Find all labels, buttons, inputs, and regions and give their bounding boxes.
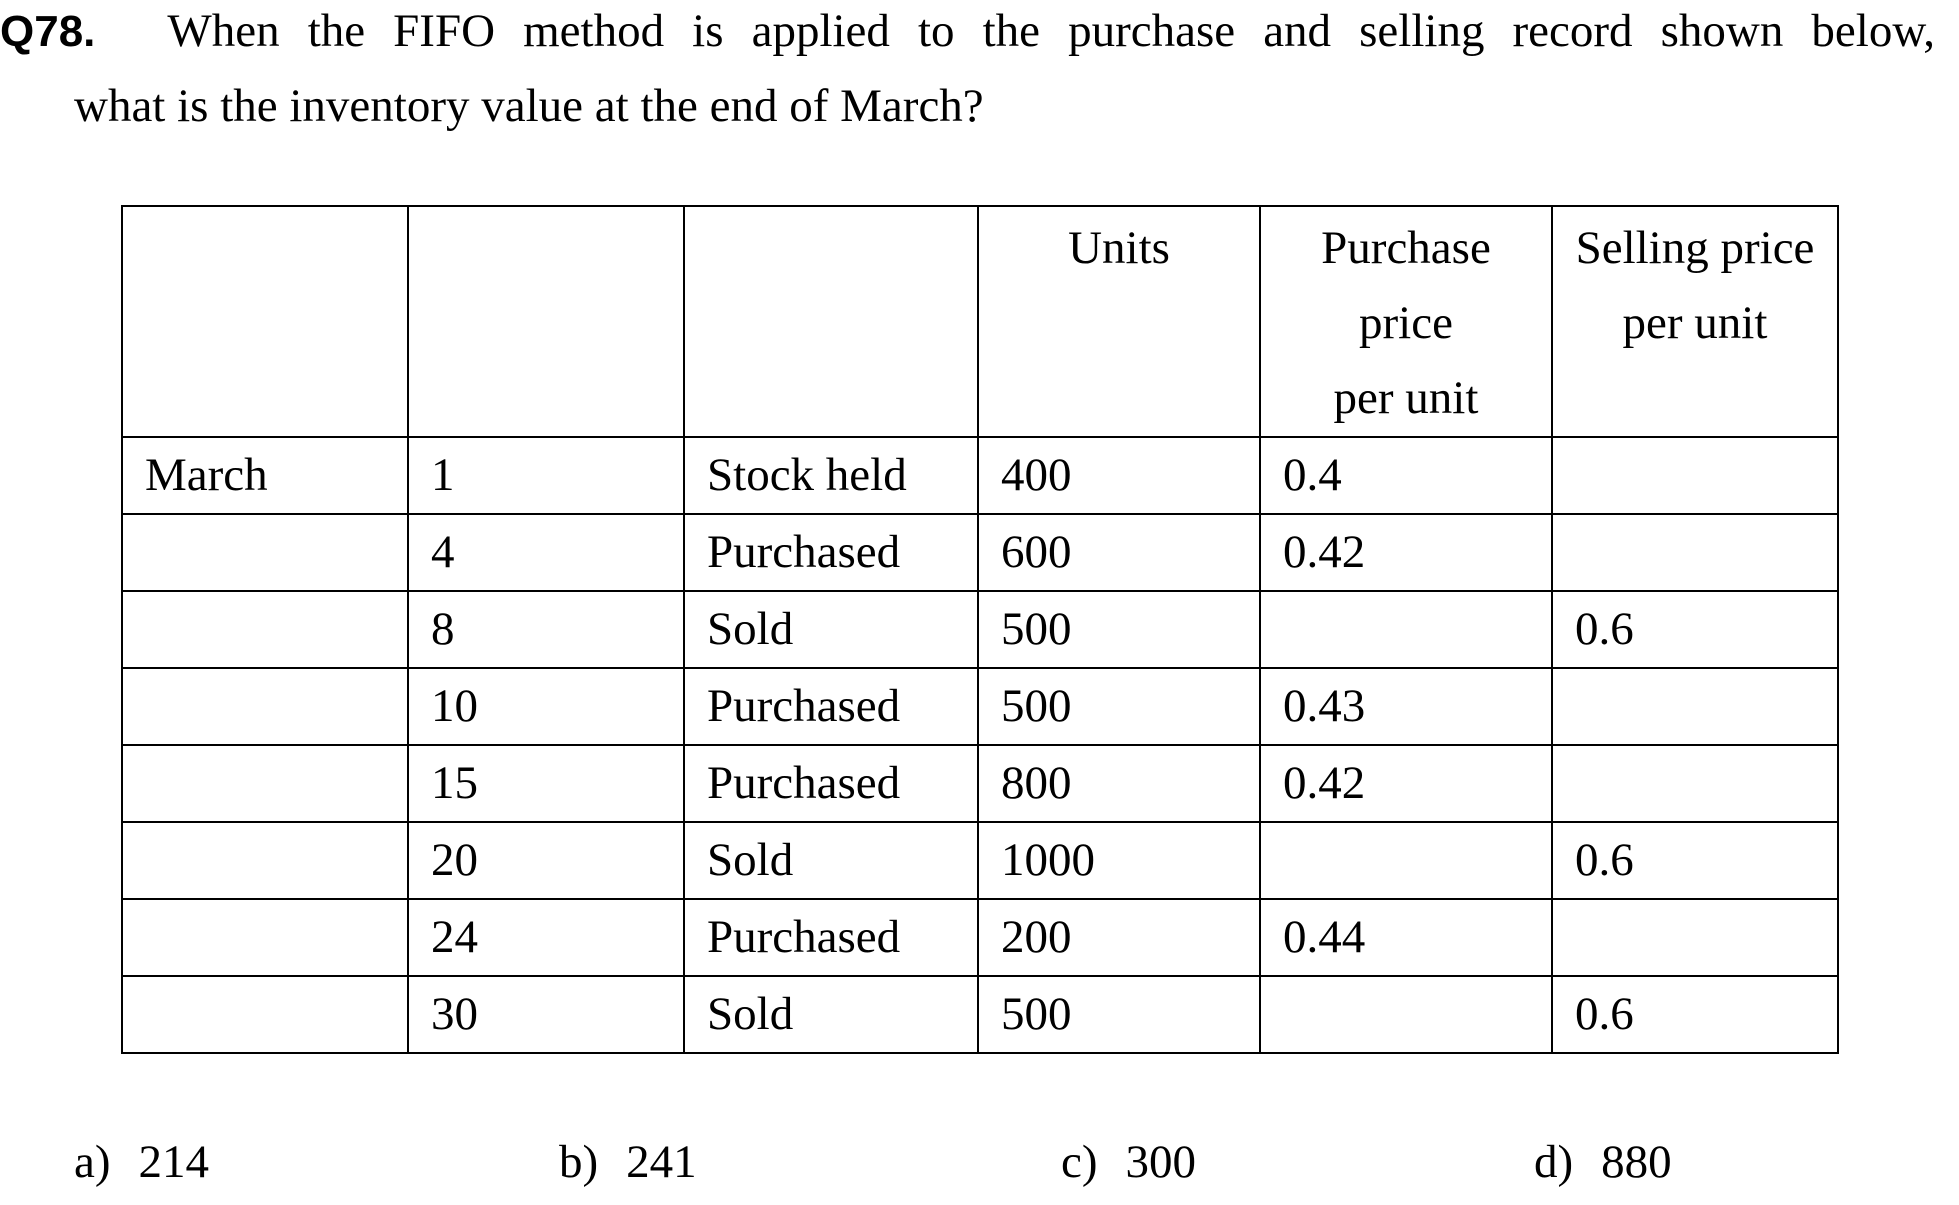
cell-month <box>121 821 409 900</box>
answer-options: a) 214 b) 241 c) 300 d) 880 <box>0 1135 1959 1205</box>
question-word: purchase <box>1068 5 1236 57</box>
answer-value: 214 <box>138 1136 210 1188</box>
cell-day: 15 <box>407 744 685 823</box>
question-word: the <box>307 5 366 57</box>
table-row: 8 Sold 500 0.6 <box>121 590 1839 669</box>
header-cell-units: Units <box>977 205 1261 438</box>
cell-day: 24 <box>407 898 685 977</box>
cell-day: 4 <box>407 513 685 592</box>
cell-day: 30 <box>407 975 685 1054</box>
question-word: the <box>982 5 1041 57</box>
header-cell-activity <box>683 205 979 438</box>
question-word: and <box>1263 5 1332 57</box>
cell-purchase-price <box>1259 590 1553 669</box>
cell-selling-price <box>1551 898 1839 977</box>
answer-option-a[interactable]: a) 214 <box>74 1135 209 1189</box>
cell-purchase-price <box>1259 821 1553 900</box>
cell-month <box>121 898 409 977</box>
cell-month <box>121 590 409 669</box>
question-word: is <box>692 5 724 57</box>
answer-option-c[interactable]: c) 300 <box>1061 1135 1196 1189</box>
cell-month <box>121 744 409 823</box>
answer-option-d[interactable]: d) 880 <box>1534 1135 1672 1189</box>
cell-selling-price <box>1551 667 1839 746</box>
table-row: 10 Purchased 500 0.43 <box>121 667 1839 746</box>
cell-month <box>121 513 409 592</box>
cell-purchase-price: 0.4 <box>1259 436 1553 515</box>
question-word: selling <box>1359 5 1485 57</box>
cell-units: 800 <box>977 744 1261 823</box>
question-word: shown <box>1660 5 1784 57</box>
cell-selling-price: 0.6 <box>1551 590 1839 669</box>
table-row: 15 Purchased 800 0.42 <box>121 744 1839 823</box>
question-word: record <box>1512 5 1633 57</box>
question-word: below, <box>1811 5 1935 57</box>
answer-option-b[interactable]: b) 241 <box>559 1135 697 1189</box>
table-row: 20 Sold 1000 0.6 <box>121 821 1839 900</box>
cell-selling-price <box>1551 744 1839 823</box>
cell-purchase-price <box>1259 975 1553 1054</box>
cell-units: 1000 <box>977 821 1261 900</box>
header-cell-selling-price: Selling price per unit <box>1551 205 1839 438</box>
cell-purchase-price: 0.43 <box>1259 667 1553 746</box>
cell-selling-price: 0.6 <box>1551 821 1839 900</box>
answer-letter: c) <box>1061 1136 1098 1188</box>
table-row: 4 Purchased 600 0.42 <box>121 513 1839 592</box>
question-word: FIFO <box>393 5 496 57</box>
cell-activity: Purchased <box>683 513 979 592</box>
cell-purchase-price: 0.42 <box>1259 513 1553 592</box>
question-line-1: Q78. When the FIFO method is applied to … <box>0 0 1935 69</box>
cell-activity: Purchased <box>683 898 979 977</box>
cell-activity: Purchased <box>683 667 979 746</box>
answer-letter: b) <box>559 1136 599 1188</box>
header-cell-month <box>121 205 409 438</box>
question: Q78. When the FIFO method is applied to … <box>0 0 1935 143</box>
table-body: March 1 Stock held 400 0.4 4 Purchased 600 0.42 8… <box>121 436 1839 1054</box>
cell-day: 1 <box>407 436 685 515</box>
cell-selling-price <box>1551 436 1839 515</box>
question-word: method <box>523 5 665 57</box>
table-header-row: Units Purchase price per unit Selling pric… <box>121 205 1839 438</box>
answer-value: 880 <box>1601 1136 1672 1188</box>
cell-selling-price: 0.6 <box>1551 975 1839 1054</box>
question-word: applied <box>751 5 890 57</box>
cell-activity: Stock held <box>683 436 979 515</box>
answer-letter: a) <box>74 1136 111 1188</box>
cell-selling-price <box>1551 513 1839 592</box>
cell-units: 200 <box>977 898 1261 977</box>
cell-units: 400 <box>977 436 1261 515</box>
question-word: When <box>167 5 280 57</box>
question-word: to <box>917 5 955 57</box>
purchase-selling-table: Units Purchase price per unit Selling pric… <box>121 205 1839 1054</box>
cell-month <box>121 975 409 1054</box>
question-text-line-1: When the FIFO method is applied to the p… <box>167 0 1935 68</box>
answer-value: 241 <box>626 1136 697 1188</box>
question-text-line-2: what is the inventory value at the end o… <box>74 80 984 132</box>
cell-activity: Purchased <box>683 744 979 823</box>
cell-units: 500 <box>977 975 1261 1054</box>
cell-month <box>121 667 409 746</box>
cell-activity: Sold <box>683 821 979 900</box>
cell-purchase-price: 0.42 <box>1259 744 1553 823</box>
table-row: 24 Purchased 200 0.44 <box>121 898 1839 977</box>
header-cell-purchase-price: Purchase price per unit <box>1259 205 1553 438</box>
cell-month: March <box>121 436 409 515</box>
cell-units: 600 <box>977 513 1261 592</box>
cell-day: 8 <box>407 590 685 669</box>
table-row: 30 Sold 500 0.6 <box>121 975 1839 1054</box>
answer-value: 300 <box>1125 1136 1197 1188</box>
cell-activity: Sold <box>683 975 979 1054</box>
cell-units: 500 <box>977 590 1261 669</box>
header-cell-day <box>407 205 685 438</box>
cell-day: 10 <box>407 667 685 746</box>
question-number: Q78. <box>0 7 96 56</box>
cell-purchase-price: 0.44 <box>1259 898 1553 977</box>
table-row: March 1 Stock held 400 0.4 <box>121 436 1839 515</box>
cell-units: 500 <box>977 667 1261 746</box>
cell-day: 20 <box>407 821 685 900</box>
answer-letter: d) <box>1534 1136 1574 1188</box>
cell-activity: Sold <box>683 590 979 669</box>
